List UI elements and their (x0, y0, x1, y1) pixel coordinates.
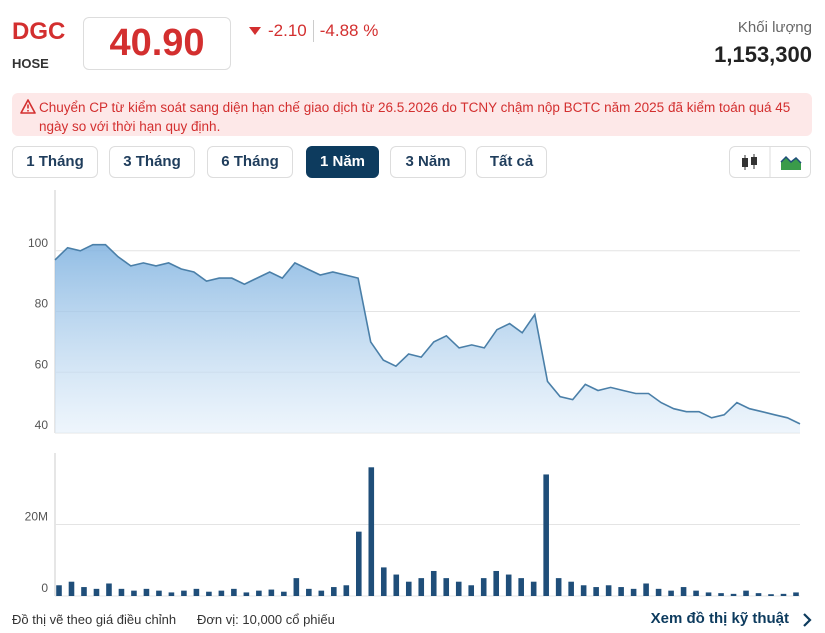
volume-bar (93, 588, 100, 596)
volume-bar (293, 578, 300, 596)
technical-chart-link[interactable]: Xem đồ thị kỹ thuật (650, 610, 789, 627)
range-tab[interactable]: 1 Tháng (12, 146, 98, 178)
volume-bar (793, 592, 799, 596)
y-tick-label: 40 (35, 418, 49, 432)
volume-bar (580, 585, 587, 596)
volume-bar (156, 590, 162, 596)
volume-bar (705, 592, 712, 596)
volume-bar (668, 590, 674, 596)
volume-bar (480, 578, 487, 596)
volume-bar (655, 588, 662, 596)
alert: Chuyển CP từ kiểm soát sang diện hạn chế… (12, 93, 812, 136)
volume-bar (343, 585, 350, 596)
volume-bar (243, 592, 250, 596)
volume-bar (443, 578, 450, 596)
volume-bar (418, 578, 425, 596)
volume-bar (206, 591, 212, 596)
volume-bar (118, 588, 125, 596)
volume-bar (530, 581, 537, 596)
volume-bar (193, 588, 200, 596)
volume-bar (630, 588, 637, 596)
volume-bar (68, 581, 75, 596)
volume-bar (780, 593, 787, 596)
exchange: HOSE (12, 56, 49, 71)
volume-bar (331, 587, 337, 596)
volume-bar (181, 590, 187, 596)
warning-icon (20, 99, 36, 114)
change-percent: -4.88 % (319, 21, 379, 40)
alert-text: Chuyển CP từ kiểm soát sang diện hạn chế… (39, 100, 791, 134)
volume-bar (730, 593, 737, 596)
volume: 1,153,300 (714, 42, 812, 67)
volume-bar (131, 590, 137, 596)
volume-bar (455, 581, 462, 596)
separator (312, 20, 314, 42)
volume-bar (493, 570, 499, 596)
y-tick-label: 60 (35, 357, 49, 371)
y-tick-label: 0 (41, 581, 48, 595)
volume-bar (281, 591, 287, 596)
chart-type-toggle (729, 146, 811, 178)
volume-bar (368, 467, 375, 596)
price-line (54, 243, 801, 425)
volume-bar (680, 587, 687, 596)
footer-unit: Đơn vị: 10,000 cổ phiếu (197, 612, 335, 627)
volume-bar (393, 574, 400, 596)
volume-bar (256, 590, 262, 596)
volume-bar (505, 574, 512, 596)
volume-bar (555, 578, 562, 596)
area-icon[interactable] (780, 155, 802, 170)
link-chevron[interactable] (801, 612, 813, 628)
volume-bar (81, 587, 87, 596)
volume-bar (106, 583, 112, 596)
volume-bar (268, 589, 275, 596)
down-arrow (249, 27, 261, 35)
price-area (55, 244, 800, 433)
volume-bar (618, 587, 624, 596)
change: -2.10 (268, 21, 307, 40)
y-tick-label: 20M (25, 510, 48, 524)
price: 40.90 (83, 17, 231, 70)
volume-bar (168, 592, 175, 596)
range-tab[interactable]: 6 Tháng (207, 146, 293, 178)
volume-bar (468, 585, 475, 596)
range-tab[interactable]: 1 Năm (306, 146, 379, 178)
range-tab[interactable]: 3 Năm (390, 146, 466, 178)
volume-label: Khối lượng (737, 19, 812, 36)
volume-bar (218, 590, 225, 596)
volume-bar (768, 594, 774, 596)
volume-bar (543, 474, 549, 596)
volume-bar (593, 587, 599, 596)
volume-bar (306, 588, 312, 596)
volume-bar (568, 581, 574, 596)
volume-bar (56, 585, 62, 596)
volume-bar (605, 585, 612, 596)
volume-bar (318, 590, 325, 596)
volume-bar (718, 593, 724, 596)
volume-bar (518, 578, 524, 596)
symbol: DGC (12, 18, 66, 45)
volume-bar (143, 588, 150, 596)
volume-bar (356, 531, 362, 596)
volume-bar (231, 588, 237, 596)
toggle-icons (742, 147, 802, 177)
footer-note: Đồ thị vẽ theo giá điều chỉnh (12, 612, 177, 627)
candle-icon[interactable] (742, 154, 757, 170)
volume-bar (693, 590, 699, 596)
y-tick-label: 80 (35, 297, 49, 311)
volume-bar (430, 570, 437, 596)
volume-bar (743, 590, 749, 596)
volume-bar (643, 583, 649, 596)
range-tab[interactable]: 3 Tháng (109, 146, 195, 178)
volume-bar (755, 593, 762, 596)
range-tab[interactable]: Tất cả (476, 146, 547, 178)
volume-bar (405, 581, 412, 596)
y-tick-label: 100 (28, 236, 48, 250)
volume-bar (380, 567, 387, 596)
change-box: -2.10 -4.88 % (248, 20, 378, 42)
